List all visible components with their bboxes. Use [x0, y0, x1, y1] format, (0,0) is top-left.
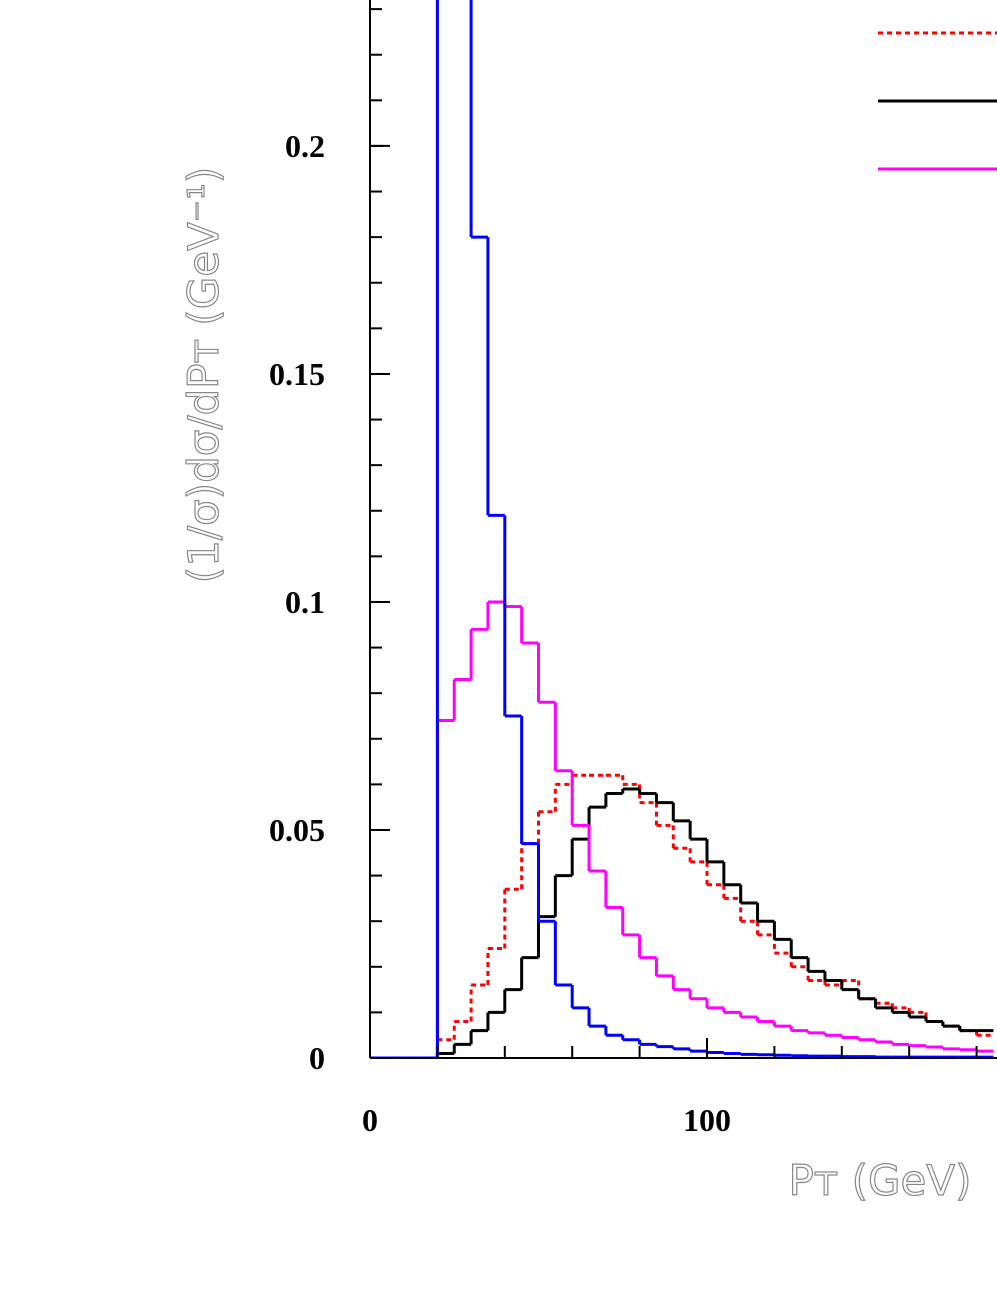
series	[370, 600, 994, 1058]
x-axis-label: Pᴛ (GeV)	[788, 1156, 971, 1205]
y-axis-label: (1/σ)dσ/dPᴛ (GeV⁻¹)	[179, 167, 228, 583]
y-tick-label: 0.05	[269, 812, 325, 848]
series	[370, 0, 994, 1058]
y-tick-label: 0.1	[285, 584, 325, 620]
x-tick-label: 0	[362, 1102, 378, 1138]
x-tick-label: 100	[683, 1102, 731, 1138]
y-tick-label: 0.15	[269, 356, 325, 392]
y-tick-label: 0	[309, 1040, 325, 1076]
y-tick-label: 0.2	[285, 128, 325, 164]
series	[370, 773, 994, 1058]
series	[370, 787, 994, 1058]
plot-area	[370, 0, 994, 1058]
